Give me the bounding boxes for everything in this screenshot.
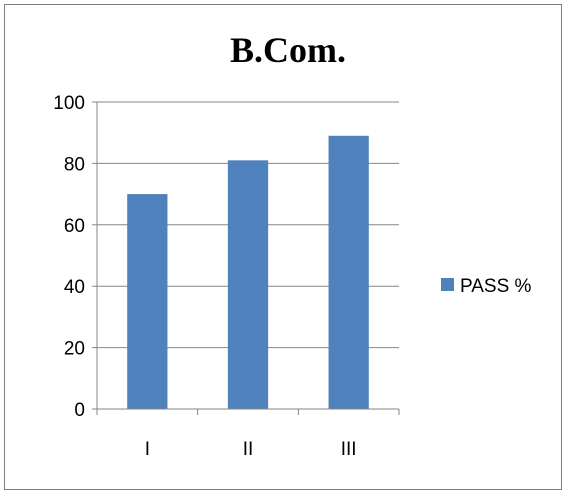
x-tick-labels: I II III: [145, 439, 357, 460]
y-tick-label: 80: [64, 154, 85, 175]
y-tick-label: 40: [64, 277, 85, 298]
chart-title: B.Com.: [230, 30, 346, 70]
legend: PASS %: [441, 276, 532, 297]
y-tick-label: 100: [53, 93, 85, 114]
x-tick-label: I: [145, 439, 150, 460]
legend-swatch: [441, 278, 454, 291]
bar-II: [227, 160, 269, 409]
x-tick-label: III: [341, 439, 357, 460]
y-tick-label: 0: [74, 400, 85, 421]
bars: [127, 135, 369, 409]
axes: [92, 101, 400, 415]
x-tick-label: II: [243, 439, 254, 460]
bar-I: [127, 194, 168, 409]
legend-label: PASS %: [460, 276, 532, 297]
y-tick-label: 20: [64, 339, 85, 360]
y-tick-label: 60: [64, 216, 85, 237]
y-tick-labels: 0 20 40 60 80 100: [53, 93, 85, 421]
bar-III: [328, 135, 369, 409]
